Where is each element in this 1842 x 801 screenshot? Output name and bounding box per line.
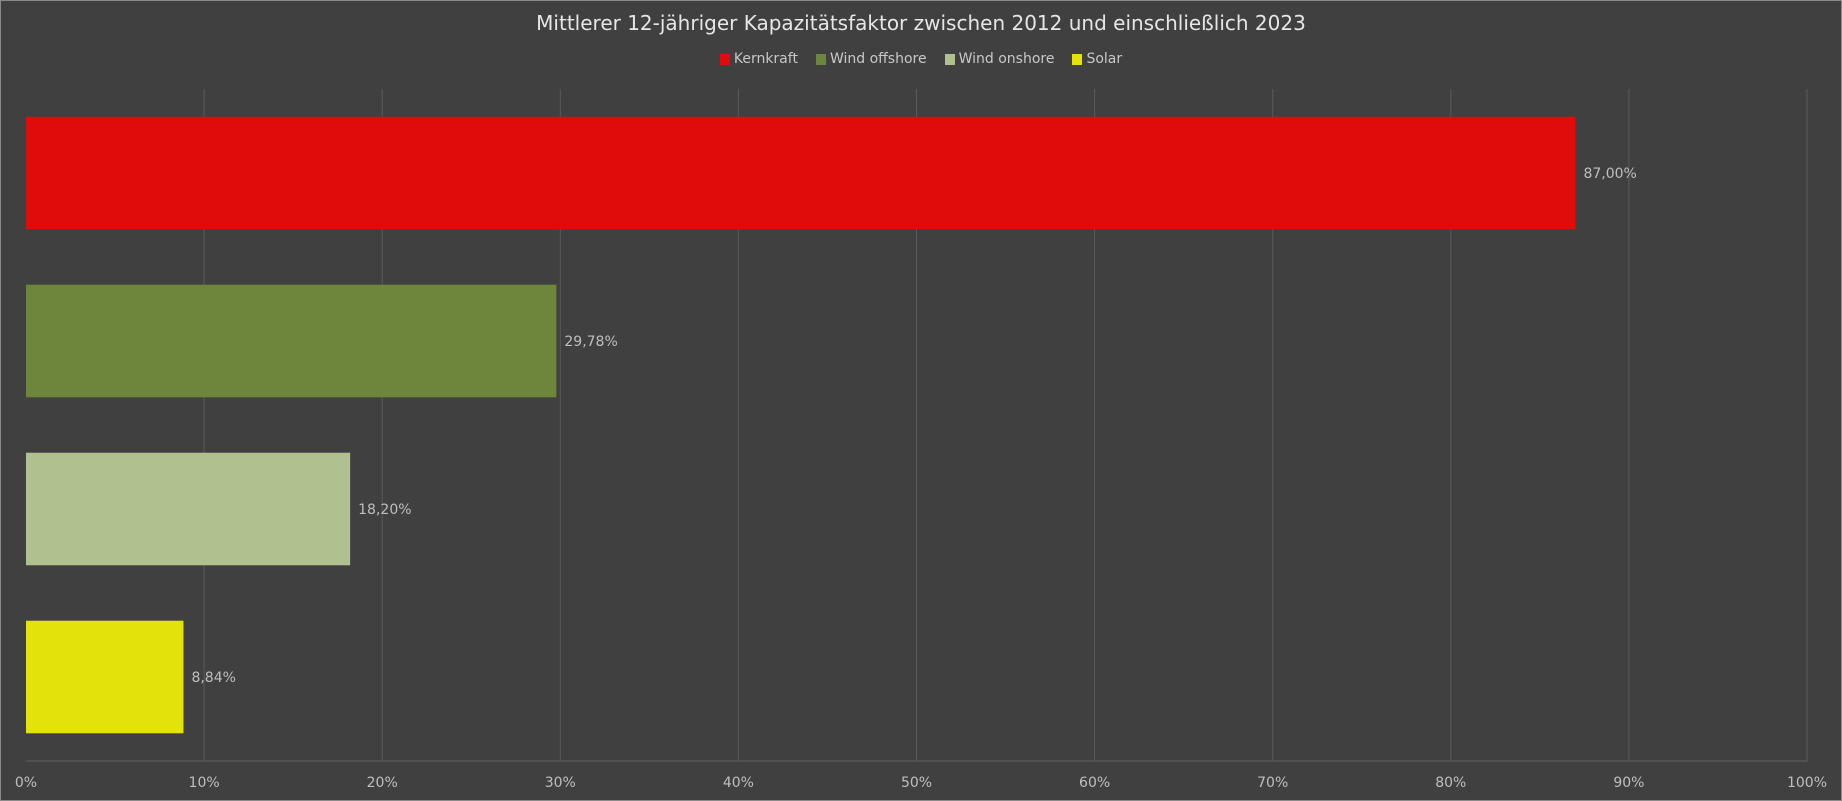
legend-label: Wind onshore [958,51,1055,67]
x-tick-label: 70% [1257,775,1288,791]
data-label: 29,78% [564,334,617,350]
x-tick-label: 100% [1787,775,1827,791]
legend-swatch [1072,53,1083,65]
x-tick-label: 10% [189,775,220,791]
chart-title: Mittlerer 12-jähriger Kapazitätsfaktor z… [536,11,1306,35]
x-tick-label: 40% [723,775,754,791]
bar-solar [26,620,184,734]
data-label: 18,20% [358,502,411,518]
bar-wind-onshore [26,452,351,566]
bar-kernkraft [26,116,1576,230]
legend: Kernkraft Wind offshore Wind onshore Solar [1,51,1841,67]
legend-swatch [944,53,955,65]
legend-swatch [815,53,826,65]
legend-item: Kernkraft [719,51,798,67]
legend-item: Solar [1072,51,1122,67]
legend-item: Wind offshore [815,51,927,67]
data-label: 87,00% [1583,166,1636,182]
x-tick-label: 90% [1613,775,1644,791]
legend-item: Wind onshore [944,51,1055,67]
x-tick-label: 30% [545,775,576,791]
x-tick-label: 60% [1079,775,1110,791]
x-tick-label: 80% [1435,775,1466,791]
x-tick-label: 50% [901,775,932,791]
legend-swatch [719,53,730,65]
x-tick-label: 20% [367,775,398,791]
x-tick-label: 0% [15,775,37,791]
data-label: 8,84% [191,670,235,686]
legend-label: Kernkraft [733,51,798,67]
bar-wind-offshore [26,284,557,398]
legend-label: Solar [1086,51,1123,67]
legend-label: Wind offshore [829,51,927,67]
